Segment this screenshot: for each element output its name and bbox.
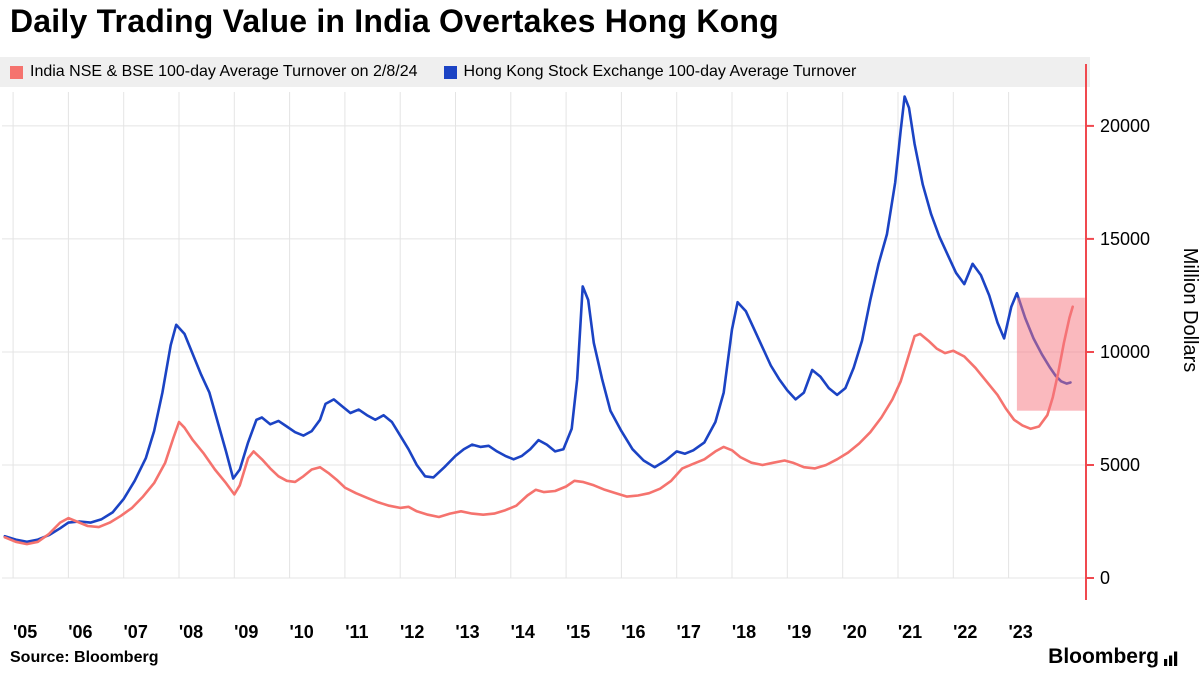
page-title: Daily Trading Value in India Overtakes H…: [10, 3, 779, 39]
india-series-label: India NSE & BSE 100-day Average Turnover…: [30, 63, 418, 80]
bloomberg-wordmark: Bloomberg: [1048, 645, 1159, 668]
x-tick-label: '11: [345, 622, 368, 642]
bloomberg-logo: Bloomberg: [1048, 645, 1180, 669]
legend-item-india: India NSE & BSE 100-day Average Turnover…: [10, 63, 418, 81]
y-tick-label: 20000: [1100, 116, 1150, 136]
hong-kong-series-label: Hong Kong Stock Exchange 100-day Average…: [463, 63, 857, 80]
y-tick-label: 0: [1100, 568, 1110, 588]
x-tick-label: '08: [179, 622, 203, 642]
x-tick-label: '05: [13, 622, 37, 642]
x-tick-label: '20: [843, 622, 867, 642]
y-tick-label: 10000: [1100, 342, 1150, 362]
x-tick-label: '23: [1008, 622, 1032, 642]
series-line-india: [3, 305, 1074, 546]
chart-legend: India NSE & BSE 100-day Average Turnover…: [0, 57, 1090, 87]
x-tick-label: '14: [511, 622, 535, 642]
legend-item-hong-kong: Hong Kong Stock Exchange 100-day Average…: [443, 63, 857, 81]
x-tick-label: '19: [787, 622, 811, 642]
x-tick-label: '09: [234, 622, 258, 642]
x-tick-label: '16: [621, 622, 645, 642]
x-tick-label: '06: [68, 622, 92, 642]
bar-chart-icon: [1164, 651, 1178, 666]
line-chart: 0 5000 10000 15000 20000 '05 '06 '07 '08 '09 '10 '1…: [2, 64, 1200, 642]
x-tick-label: '21: [898, 622, 922, 642]
x-tick-label: '22: [953, 622, 977, 642]
y-tick-label: 5000: [1100, 455, 1140, 475]
x-tick-label: '17: [677, 622, 701, 642]
y-axis-title: Million Dollars: [1179, 248, 1200, 372]
x-tick-label: '07: [124, 622, 148, 642]
x-tick-label: '12: [400, 622, 424, 642]
highlight-region: [1016, 297, 1085, 411]
y-tick-label: 15000: [1100, 229, 1150, 249]
x-tick-label: '18: [732, 622, 756, 642]
x-tick-label: '13: [455, 622, 479, 642]
hong-kong-series-swatch: [443, 65, 457, 79]
x-tick-label: '15: [566, 622, 590, 642]
x-tick-label: '10: [289, 622, 313, 642]
india-series-swatch: [10, 65, 23, 79]
series-line-hong-kong: [3, 95, 1072, 544]
source-label: Source: Bloomberg: [10, 649, 159, 666]
